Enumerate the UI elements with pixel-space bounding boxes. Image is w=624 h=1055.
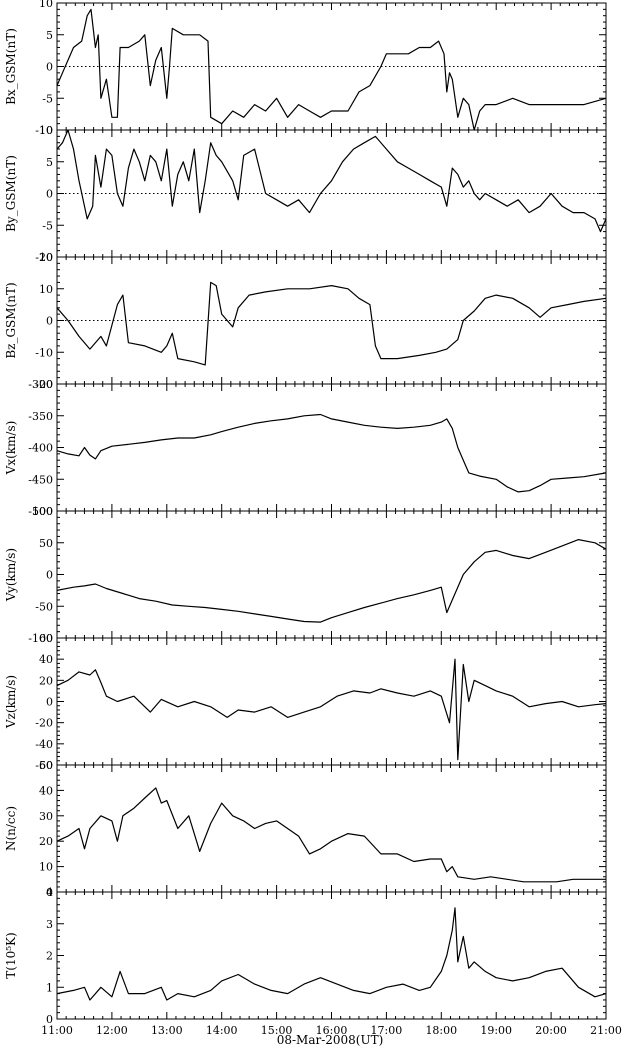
x-tick-label: 11:00 [41, 1024, 73, 1037]
x-tick-label: 19:00 [480, 1024, 512, 1037]
data-line [56, 129, 607, 233]
y-tick-label: 50 [39, 537, 53, 550]
x-tick-label: 16:00 [316, 1024, 348, 1037]
y-tick-label: 40 [39, 784, 53, 797]
x-tick-label: 20:00 [535, 1024, 567, 1037]
y-tick-label: -350 [28, 410, 53, 423]
y-tick-label: 0 [46, 569, 53, 582]
y-tick-label: 10 [39, 124, 53, 137]
y-tick-label: 0 [46, 886, 53, 899]
data-line [56, 658, 607, 761]
data-line [56, 787, 606, 883]
panel-frame [56, 129, 607, 258]
y-tick-label: -10 [35, 251, 53, 264]
y-tick-label: -50 [35, 600, 53, 613]
y-axis-label: Bx_GSM(nT) [4, 28, 18, 105]
panel-2: -20 -10 0 10 20 Bz_GSM(nT) [4, 251, 607, 391]
y-tick-label: 20 [39, 251, 53, 264]
panel-1: -10 -5 0 5 10 By_GSM(nT) [4, 124, 607, 264]
y-tick-label: 5 [46, 156, 53, 169]
y-tick-label: -20 [35, 717, 53, 730]
y-tick-label: -5 [42, 92, 53, 105]
panel-frame [56, 764, 607, 893]
y-axis-label: Vz(km/s) [4, 675, 18, 729]
panel-5: -60 -40 -20 0 20 40 60 Vz(km/s) [4, 632, 607, 772]
y-tick-label: 10 [39, 861, 53, 874]
y-tick-label: 10 [39, 283, 53, 296]
data-line [56, 413, 607, 493]
y-tick-label: 1 [46, 981, 53, 994]
y-tick-label: -450 [28, 473, 53, 486]
panel-3: -500 -450 -400 -350 -300 Vx(km/s) [4, 378, 607, 518]
y-tick-label: 30 [39, 810, 53, 823]
y-tick-label: -5 [42, 219, 53, 232]
y-tick-label: -500 [28, 505, 53, 518]
y-tick-label: 100 [32, 505, 53, 518]
y-tick-label: 20 [39, 835, 53, 848]
y-axis-label: Vy(km/s) [4, 548, 18, 602]
panel-6: 0 10 20 30 40 50 N(n/cc) [4, 759, 607, 899]
y-tick-label: -20 [35, 378, 53, 391]
panel-frame [56, 510, 607, 639]
y-axis-label: Bz_GSM(nT) [4, 282, 18, 358]
data-line [56, 8, 607, 131]
x-tick-label: 17:00 [371, 1024, 403, 1037]
y-tick-label: 0 [46, 188, 53, 201]
panel-7: 0 1 2 3 4 11:00 12:00 13:00 14:00 15:00 16:00 17:00… [4, 886, 622, 1037]
y-tick-label: 0 [46, 1013, 53, 1026]
y-tick-label: 40 [39, 653, 53, 666]
y-axis-label: N(n/cc) [4, 806, 18, 851]
y-tick-label: -400 [28, 442, 53, 455]
y-tick-label: 0 [46, 315, 53, 328]
x-tick-label: 21:00 [590, 1024, 622, 1037]
panel-frame [56, 383, 607, 512]
panel-0: -10 -5 0 5 10 Bx_GSM(nT) [4, 0, 607, 137]
x-tick-label: 18:00 [425, 1024, 457, 1037]
y-tick-label: 0 [46, 696, 53, 709]
y-axis-label: By_GSM(nT) [4, 155, 18, 232]
data-line [56, 281, 607, 366]
y-tick-label: -300 [28, 378, 53, 391]
y-tick-label: 0 [46, 61, 53, 74]
y-tick-label: -10 [35, 346, 53, 359]
x-axis-title: 08-Mar-2008(UT) [277, 1033, 384, 1047]
y-tick-label: 20 [39, 674, 53, 687]
data-line [56, 907, 607, 1001]
x-tick-label: 15:00 [261, 1024, 293, 1037]
y-tick-label: 3 [46, 918, 53, 931]
y-tick-label: -100 [28, 632, 53, 645]
y-axis-label: T(10⁵K) [4, 932, 18, 978]
y-tick-label: 4 [46, 886, 53, 899]
y-tick-label: 60 [39, 632, 53, 645]
data-line [56, 539, 607, 623]
x-tick-label: 12:00 [96, 1024, 128, 1037]
y-tick-label: 10 [39, 0, 53, 10]
panel-frame [56, 891, 607, 1020]
y-tick-label: 50 [39, 759, 53, 772]
x-tick-label: 14:00 [206, 1024, 238, 1037]
x-tick-label: 13:00 [151, 1024, 183, 1037]
y-tick-label: -40 [35, 738, 53, 751]
y-tick-label: 2 [46, 950, 53, 963]
y-tick-label: -10 [35, 124, 53, 137]
y-tick-label: 5 [46, 29, 53, 42]
y-axis-label: Vx(km/s) [4, 421, 18, 476]
y-tick-label: -60 [35, 759, 53, 772]
panel-frame [56, 256, 607, 385]
